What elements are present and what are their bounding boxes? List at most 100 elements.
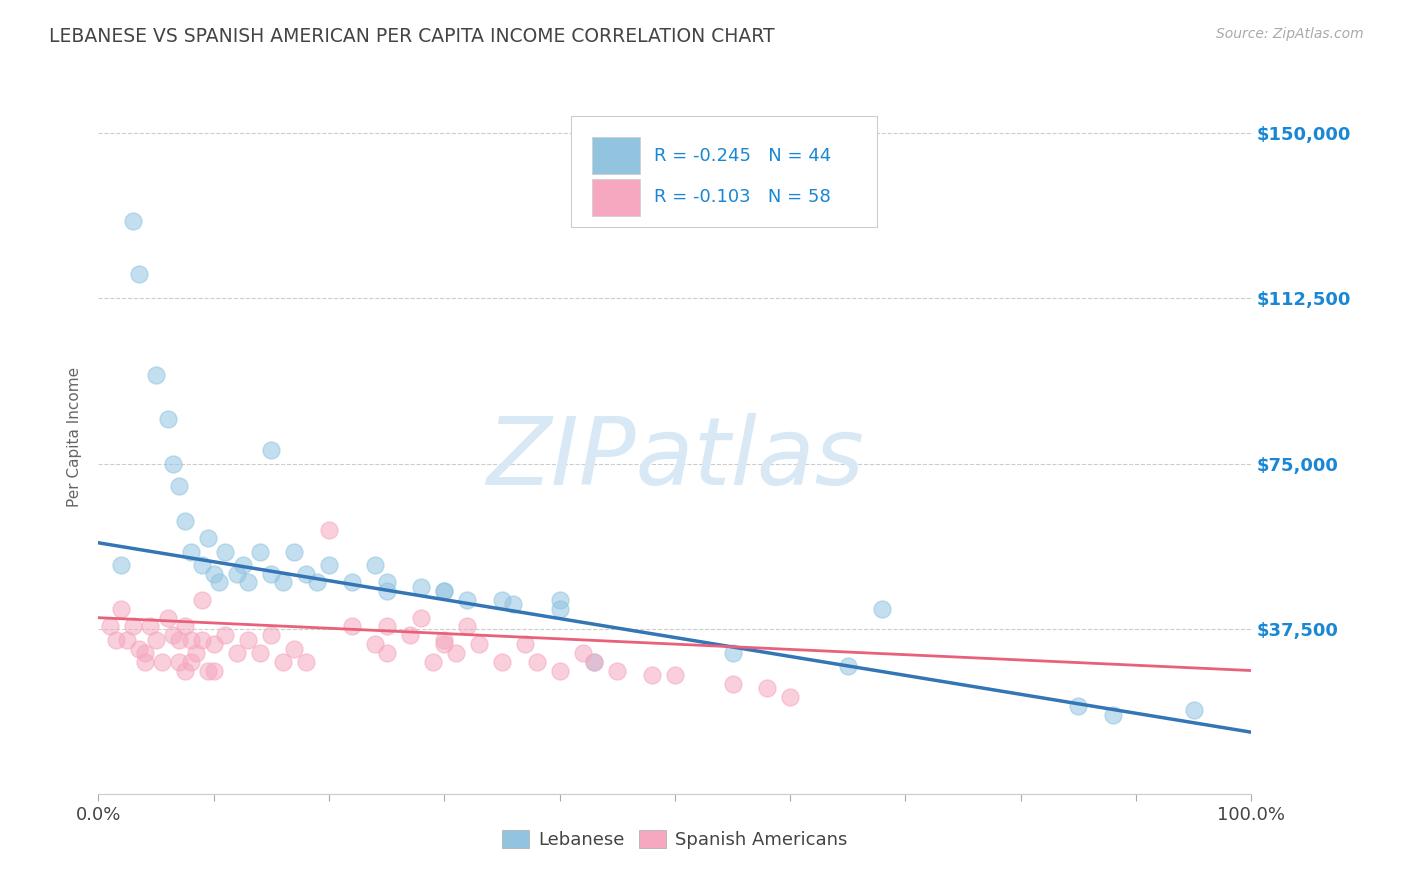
Point — [128, 641, 150, 656]
Point — [872, 602, 894, 616]
Point — [180, 632, 202, 647]
Point — [260, 443, 283, 458]
Point — [433, 584, 456, 599]
Point — [340, 575, 363, 590]
Point — [468, 637, 491, 651]
Point — [162, 457, 184, 471]
Point — [180, 655, 202, 669]
Point — [174, 619, 197, 633]
Point — [364, 558, 387, 572]
Point — [167, 655, 190, 669]
Point — [122, 619, 145, 633]
Point — [238, 575, 260, 590]
Point — [548, 593, 571, 607]
Point — [779, 690, 801, 704]
Point — [191, 593, 214, 607]
Point — [340, 619, 363, 633]
Point — [139, 619, 162, 633]
Point — [238, 632, 260, 647]
Point — [104, 632, 127, 647]
Y-axis label: Per Capita Income: Per Capita Income — [67, 367, 83, 508]
Point — [202, 637, 225, 651]
Point — [1182, 703, 1205, 717]
Point — [375, 584, 398, 599]
Point — [502, 598, 524, 612]
Point — [98, 619, 121, 633]
FancyBboxPatch shape — [592, 137, 640, 174]
Point — [548, 664, 571, 678]
Point — [174, 514, 197, 528]
Point — [225, 566, 247, 581]
Point — [174, 664, 197, 678]
Point — [526, 655, 548, 669]
Point — [307, 575, 329, 590]
Point — [260, 628, 283, 642]
Point — [214, 628, 236, 642]
Legend: Lebanese, Spanish Americans: Lebanese, Spanish Americans — [495, 822, 855, 856]
Point — [145, 632, 167, 647]
Point — [837, 659, 859, 673]
Point — [134, 646, 156, 660]
Point — [433, 584, 456, 599]
Point — [664, 668, 686, 682]
Text: ZIPatlas: ZIPatlas — [486, 413, 863, 504]
Point — [145, 368, 167, 383]
FancyBboxPatch shape — [592, 178, 640, 216]
Point — [134, 655, 156, 669]
Point — [202, 664, 225, 678]
Point — [318, 523, 340, 537]
Point — [606, 664, 628, 678]
Text: R = -0.103   N = 58: R = -0.103 N = 58 — [654, 188, 831, 206]
Point — [249, 646, 271, 660]
Point — [156, 610, 179, 624]
Point — [249, 544, 271, 558]
FancyBboxPatch shape — [571, 116, 877, 227]
Point — [180, 544, 202, 558]
Point — [186, 646, 208, 660]
Point — [721, 646, 744, 660]
Point — [756, 681, 779, 695]
Point — [364, 637, 387, 651]
Point — [375, 646, 398, 660]
Point — [167, 478, 190, 492]
Point — [513, 637, 536, 651]
Point — [1067, 698, 1090, 713]
Point — [318, 558, 340, 572]
Point — [548, 602, 571, 616]
Point — [271, 575, 294, 590]
Point — [162, 628, 184, 642]
Point — [271, 655, 294, 669]
Point — [231, 558, 254, 572]
Point — [456, 619, 478, 633]
Point — [191, 632, 214, 647]
Point — [283, 544, 305, 558]
Point — [411, 610, 433, 624]
Point — [583, 655, 606, 669]
Point — [295, 566, 318, 581]
Point — [721, 677, 744, 691]
Point — [422, 655, 444, 669]
Text: LEBANESE VS SPANISH AMERICAN PER CAPITA INCOME CORRELATION CHART: LEBANESE VS SPANISH AMERICAN PER CAPITA … — [49, 27, 775, 45]
Point — [110, 602, 132, 616]
Point — [571, 646, 593, 660]
Point — [128, 267, 150, 281]
Point — [197, 532, 219, 546]
Point — [150, 655, 173, 669]
Point — [283, 641, 305, 656]
Point — [1102, 707, 1125, 722]
Point — [375, 619, 398, 633]
Point — [208, 575, 231, 590]
Point — [411, 580, 433, 594]
Point — [156, 412, 179, 426]
Point — [202, 566, 225, 581]
Point — [122, 214, 145, 228]
Point — [456, 593, 478, 607]
Point — [444, 646, 467, 660]
Point — [433, 637, 456, 651]
Point — [110, 558, 132, 572]
Point — [260, 566, 283, 581]
Text: R = -0.245   N = 44: R = -0.245 N = 44 — [654, 147, 831, 165]
Point — [167, 632, 190, 647]
Point — [491, 655, 513, 669]
Point — [197, 664, 219, 678]
